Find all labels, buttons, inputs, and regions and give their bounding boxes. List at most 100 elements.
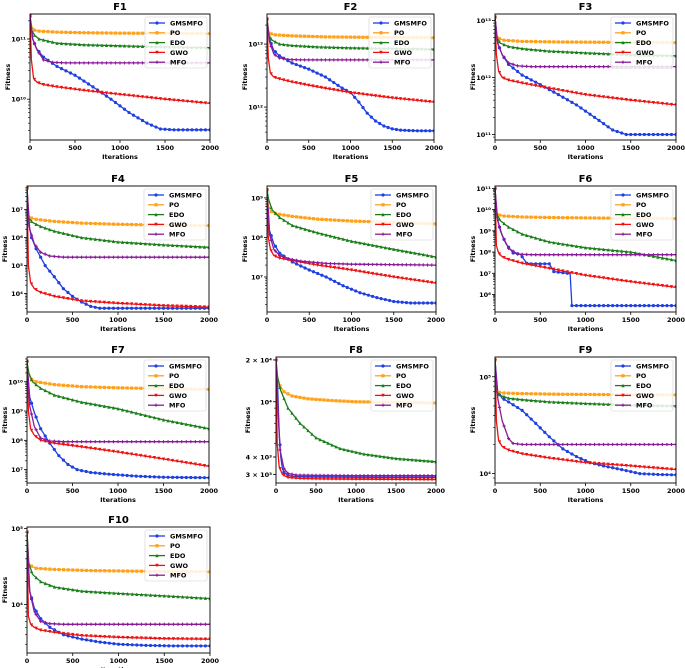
series-marker-mfo [180,622,185,626]
series-marker-mfo [208,61,210,65]
series-marker-gwo [171,637,175,641]
series-marker-po [130,222,134,227]
legend-box [144,529,208,582]
series-marker-po [529,215,533,219]
series-marker-edo [413,251,417,255]
series-marker-gwo [406,477,410,482]
series-marker-edo [89,236,93,241]
series-marker-edo [140,44,145,48]
series-marker-mfo [267,188,269,192]
series-marker-mfo [66,255,70,259]
series-marker-gmsmfo [48,625,52,629]
series-marker-po [543,392,547,396]
series-marker-mfo [52,439,56,443]
series-marker-gwo [394,96,399,101]
series-marker-gmsmfo [134,474,138,478]
series-marker-gmsmfo [98,306,102,310]
series-marker-po [50,30,55,34]
series-marker-edo [561,49,565,54]
series-marker-gwo [57,442,61,446]
series-marker-gwo [185,99,190,104]
legend-marker-po [621,203,625,207]
series-marker-edo [328,45,332,49]
series-marker-gmsmfo [382,124,386,128]
series-marker-gwo [157,456,161,461]
series-marker-mfo [311,260,316,264]
legend-box [143,188,207,241]
series-marker-gmsmfo [176,128,181,132]
series-marker-gwo [86,89,91,93]
series-marker-edo [176,594,180,599]
series-marker-mfo [89,255,93,259]
chart-title: F8 [349,345,363,356]
series-marker-edo [579,245,583,249]
series-marker-mfo [674,442,676,447]
series-marker-gwo [369,93,373,98]
series-marker-gwo [278,467,282,471]
y-tick-label: 10⁷ [11,466,23,474]
series-group [495,357,676,477]
series-marker-gmsmfo [71,635,75,639]
series-marker-gwo [148,455,152,459]
series-marker-gwo [624,98,628,102]
series-marker-gmsmfo [534,421,538,425]
series-marker-gwo [185,637,189,641]
series-marker-edo [100,43,104,47]
series-marker-edo [290,223,294,228]
series-marker-gwo [383,273,387,278]
series-marker-mfo [588,442,592,447]
series-marker-po [432,36,434,40]
series-marker-gwo [597,461,601,466]
series-marker-gmsmfo [82,79,86,83]
series-marker-edo [366,452,370,457]
series-marker-gmsmfo [656,132,660,137]
series-marker-gwo [130,452,134,457]
legend-label-gwo: GWO [170,562,189,570]
series-marker-po [139,569,143,573]
legend-marker-gwo [154,222,158,227]
series-marker-po [80,568,84,572]
series-marker-gwo [534,454,538,458]
series-marker-mfo [497,405,502,409]
x-tick-label: 1000 [347,487,366,495]
series-marker-gwo [425,280,430,284]
series-marker-edo [396,248,400,252]
series-marker-edo [48,390,52,395]
series-marker-gmsmfo [203,128,208,132]
series-marker-gwo [403,97,407,102]
series-marker-edo [326,441,330,445]
y-tick-label: 10¹³ [248,41,263,49]
series-marker-mfo [547,65,551,69]
series-marker-mfo [374,473,378,478]
series-marker-edo [77,42,82,47]
series-marker-mfo [570,442,574,447]
legend-label-gmsmfo: GMSMFO [170,532,203,540]
series-marker-mfo [375,262,379,267]
series-marker-gmsmfo [597,304,601,308]
series-marker-gwo [611,462,615,467]
series-marker-edo [574,244,579,248]
series-marker-mfo [107,440,111,444]
series-marker-edo [529,398,533,403]
series-marker-edo [134,241,138,245]
series-marker-edo [570,243,574,248]
series-marker-mfo [130,622,134,626]
series-marker-po [75,568,79,572]
series-marker-po [570,216,574,220]
series-marker-mfo [669,442,674,447]
series-marker-gmsmfo [134,306,138,310]
series-marker-po [534,215,538,219]
series-marker-gwo [366,477,370,482]
series-marker-po [310,397,314,401]
series-marker-edo [59,41,64,46]
series-marker-mfo [561,442,565,447]
series-marker-edo [597,402,601,406]
series-marker-gmsmfo [61,287,65,291]
series-marker-po [39,566,43,571]
series-marker-mfo [180,440,184,444]
series-marker-po [139,223,143,227]
series-marker-gmsmfo [642,304,646,308]
series-marker-gmsmfo [656,304,660,308]
series-marker-gmsmfo [190,128,194,132]
